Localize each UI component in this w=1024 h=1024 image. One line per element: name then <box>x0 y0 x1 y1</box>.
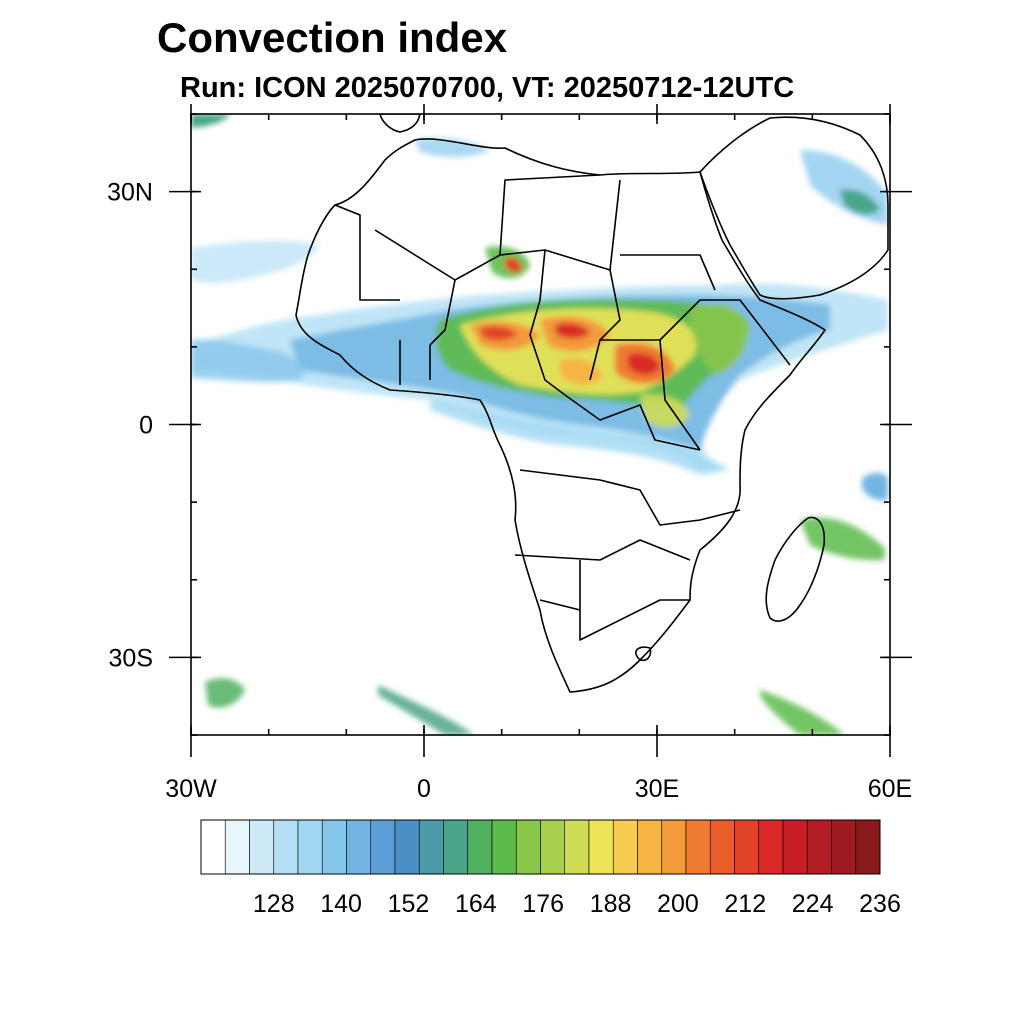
colorbar-label: 164 <box>455 890 497 918</box>
field-med <box>415 138 490 157</box>
colorbar-bin <box>394 819 420 875</box>
border-12 <box>514 539 691 561</box>
colorbar-bin <box>564 819 590 875</box>
lon-tick-label: 30W <box>165 775 217 803</box>
field-so-3 <box>205 678 245 708</box>
border-9 <box>659 339 701 451</box>
colorbar-bin <box>709 819 735 875</box>
field-arabia <box>800 150 888 225</box>
border-8 <box>600 299 791 366</box>
colorbar-bin <box>467 819 493 875</box>
colorbar-bin <box>200 819 226 875</box>
border-10 <box>564 394 701 451</box>
border-1 <box>334 204 400 301</box>
colorbar-frame <box>200 819 881 875</box>
iberia-coastline <box>379 114 421 133</box>
convection-field <box>191 114 888 735</box>
colorbar-label: 152 <box>388 890 430 918</box>
lon-tick-label: 60E <box>868 775 912 803</box>
colorbar-bin <box>612 819 638 875</box>
field-core-red-3 <box>628 353 660 375</box>
field-core-orange-4 <box>560 358 602 385</box>
axis-ticks: 30N 0 30S 30W 0 30E 60E <box>107 104 912 803</box>
colorbar-label: 140 <box>320 890 362 918</box>
lat-tick-label: 30S <box>109 644 153 672</box>
field-niger-red <box>505 257 522 273</box>
field-ethiopia <box>690 304 750 375</box>
field-nw-corner <box>191 114 230 128</box>
field-nw <box>191 240 320 284</box>
colorbar-label: 176 <box>522 890 564 918</box>
colorbar-bin <box>443 819 469 875</box>
colorbar: 128 140 152 164 176 188 200 212 224 236 <box>200 819 901 918</box>
colorbar-bin <box>418 819 444 875</box>
chart-title: Convection index <box>157 14 508 61</box>
field-arabia-green <box>840 189 880 215</box>
colorbar-label: 200 <box>657 890 699 918</box>
field-core-red-2 <box>555 322 590 339</box>
colorbar-bin <box>588 819 614 875</box>
field-io-east <box>862 472 888 501</box>
coastlines <box>295 114 889 693</box>
colorbar-label: 188 <box>590 890 632 918</box>
colorbar-label: 224 <box>792 890 834 918</box>
field-core-red-1 <box>480 326 518 341</box>
colorbar-bin <box>661 819 687 875</box>
colorbar-bin <box>637 819 663 875</box>
border-4 <box>499 174 601 256</box>
colorbar-label: 212 <box>724 890 766 918</box>
colorbar-bin <box>855 819 881 875</box>
madagascar-coastline <box>765 516 826 622</box>
colorbar-bin <box>249 819 275 875</box>
colorbar-bin <box>370 819 396 875</box>
lon-tick-label: 0 <box>417 775 431 803</box>
colorbar-bin <box>491 819 517 875</box>
chart-subtitle: Run: ICON 2025070700, VT: 20250712-12UTC <box>180 72 795 104</box>
border-5 <box>529 249 566 396</box>
field-so-1 <box>378 685 475 735</box>
colorbar-bin <box>831 819 857 875</box>
field-so-2 <box>760 690 845 735</box>
field-atlantic <box>191 339 304 383</box>
colorbar-label: 236 <box>859 890 901 918</box>
colorbar-bin <box>540 819 566 875</box>
colorbar-bin <box>346 819 372 875</box>
colorbar-bin <box>758 819 784 875</box>
colorbar-bin <box>515 819 541 875</box>
africa-coastline <box>295 138 826 693</box>
colorbar-bin <box>297 819 323 875</box>
colorbar-bin <box>224 819 250 875</box>
border-15 <box>635 646 652 662</box>
border-13 <box>579 560 690 641</box>
colorbar-bin <box>273 819 299 875</box>
border-14 <box>539 599 581 611</box>
border-2 <box>374 179 621 281</box>
colorbar-bin <box>321 819 347 875</box>
field-madagascar <box>800 517 885 561</box>
lat-tick-label: 0 <box>139 412 153 440</box>
colorbar-bin <box>734 819 760 875</box>
colorbar-bin <box>685 819 711 875</box>
border-11 <box>519 469 741 526</box>
field-eastafrica <box>640 394 690 428</box>
colorbar-bin <box>782 819 808 875</box>
lon-tick-label: 30E <box>635 775 679 803</box>
border-7 <box>620 254 716 291</box>
colorbar-label: 128 <box>253 890 295 918</box>
colorbar-bin <box>806 819 832 875</box>
border-3 <box>429 279 456 346</box>
border-6 <box>589 269 621 381</box>
arabia-coastline <box>699 116 889 300</box>
field-equator-light <box>430 400 730 475</box>
lat-tick-label: 30N <box>107 179 153 207</box>
